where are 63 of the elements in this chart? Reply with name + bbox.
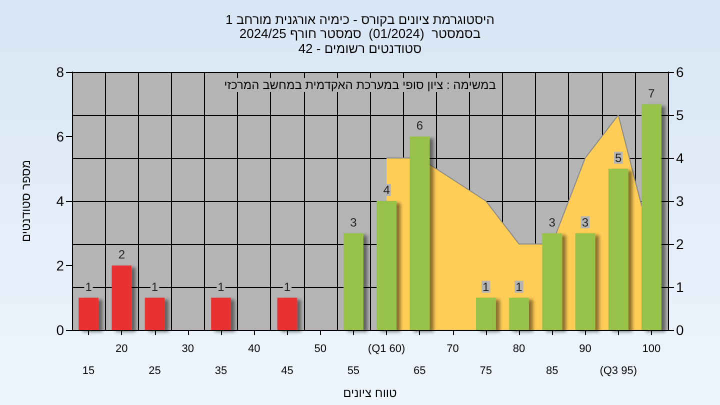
data-label: 1 xyxy=(516,280,523,294)
y-tick-label: 2 xyxy=(56,258,64,274)
data-label: 3 xyxy=(350,215,358,230)
x-tick-label: 65 xyxy=(414,365,426,377)
chart-title: היסטוגרמת ציונים בקורס - כימיה אורגנית מורחב 1 xyxy=(226,12,494,27)
x-tick-label: 50 xyxy=(314,343,326,355)
bar xyxy=(410,136,430,330)
bar xyxy=(78,298,98,330)
bar xyxy=(144,298,165,330)
bar xyxy=(112,266,132,330)
x-tick-label: 55 xyxy=(347,365,360,377)
y-tick-label: 4 xyxy=(56,193,64,209)
y2-tick-label: 3 xyxy=(676,193,684,209)
data-label: 3 xyxy=(582,215,589,230)
x-tick-label: 15 xyxy=(82,365,95,377)
y2-tick-label: 4 xyxy=(676,150,684,166)
x-tick-label: 90 xyxy=(579,343,592,355)
x-tick-label: 85 xyxy=(546,365,558,377)
y-tick-label: 0 xyxy=(56,322,64,338)
x-tick-label: 70 xyxy=(446,343,459,355)
bar xyxy=(542,233,562,330)
x-tick-label: 30 xyxy=(182,343,194,355)
y2-tick-label: 1 xyxy=(676,279,684,295)
bar xyxy=(376,201,396,330)
data-label: 2 xyxy=(118,248,126,262)
y-tick-label: 6 xyxy=(56,128,64,144)
y2-tick-label: 5 xyxy=(676,107,684,123)
x-axis-title: טווח ציונים xyxy=(343,386,398,400)
data-label: 3 xyxy=(548,215,556,230)
bar xyxy=(509,298,529,330)
bar xyxy=(344,233,364,330)
x-tick-label: 20 xyxy=(116,343,128,355)
bar xyxy=(642,104,662,330)
x-tick-label: 40 xyxy=(248,343,260,355)
y-axis-title: מספר סטודנטים xyxy=(19,160,33,242)
data-label: 1 xyxy=(151,280,158,294)
x-tick-label: 45 xyxy=(281,365,294,377)
data-label: 1 xyxy=(284,280,291,294)
bar xyxy=(211,298,231,330)
x-tick-label: (Q3 95) xyxy=(600,365,637,377)
x-tick-label: 75 xyxy=(480,365,492,377)
x-tick-label: 25 xyxy=(148,365,161,377)
chart-subtitle: בסמסטר (01/2024) סמסטר חורף 2024/25 סטודנטים רשומים - 42 xyxy=(239,26,481,56)
data-label: 1 xyxy=(482,280,490,294)
x-tick-label: 80 xyxy=(512,343,526,355)
bar xyxy=(277,298,298,330)
y2-tick-label: 2 xyxy=(676,236,684,252)
y2-tick-label: 0 xyxy=(676,322,684,338)
data-label: 1 xyxy=(85,280,92,294)
bar xyxy=(476,298,496,330)
data-label: 4 xyxy=(383,183,390,197)
x-tick-label: 35 xyxy=(214,365,228,377)
data-label: 7 xyxy=(648,86,656,100)
x-tick-label: 100 xyxy=(642,343,661,355)
data-label: 1 xyxy=(218,280,225,294)
annotation: במשימה : ציון סופי במערכת האקדמית במחשב המרכזי xyxy=(224,78,496,92)
bar xyxy=(608,168,628,330)
y-tick-label: 8 xyxy=(56,64,64,80)
y2-tick-label: 6 xyxy=(676,64,684,80)
data-label: 5 xyxy=(614,150,622,165)
data-label: 6 xyxy=(416,118,424,132)
bar xyxy=(575,233,596,330)
x-tick-label: (Q1 60) xyxy=(368,343,406,355)
